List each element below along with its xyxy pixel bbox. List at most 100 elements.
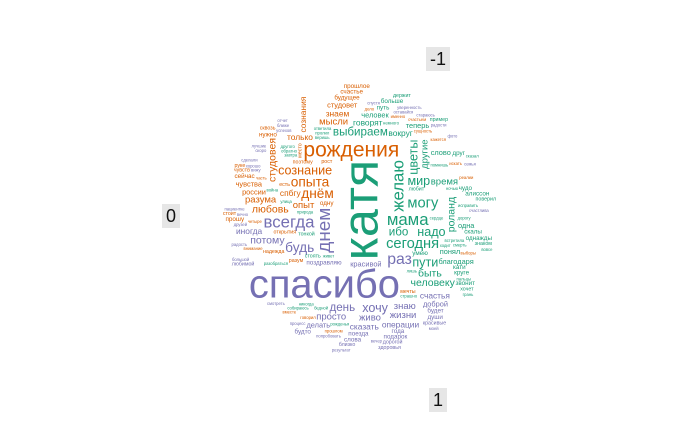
- word: однажды: [466, 235, 493, 242]
- word: кати: [453, 264, 466, 271]
- word: пролил: [315, 130, 330, 135]
- word: скалы: [464, 228, 482, 235]
- word: спасибо: [249, 263, 400, 307]
- word: человеку: [411, 277, 456, 289]
- word: спустя: [367, 101, 380, 106]
- word: пальцы: [456, 276, 471, 281]
- word: попробовать: [316, 334, 342, 339]
- word: счастлива: [469, 208, 489, 213]
- word: пациентке: [225, 206, 246, 211]
- word: оставайся: [393, 110, 413, 115]
- word: близко: [339, 342, 356, 348]
- word: поверил: [476, 196, 497, 202]
- word: пути: [412, 256, 438, 270]
- word: вокруг: [388, 128, 412, 138]
- word: вечно: [237, 212, 249, 217]
- word: ибо: [389, 225, 409, 238]
- word: будет: [427, 307, 443, 315]
- word: алиссон: [465, 191, 490, 198]
- word: цветы: [406, 140, 420, 175]
- word: операции: [382, 320, 420, 330]
- word: друзей: [234, 222, 248, 227]
- word: спбгу: [280, 188, 302, 198]
- word: стараюсь: [416, 112, 435, 117]
- word: внимание: [244, 246, 264, 251]
- word: души: [427, 314, 443, 321]
- word: страшно: [400, 294, 417, 299]
- word: чудо: [459, 185, 473, 192]
- word: счастьем: [408, 117, 426, 122]
- word: есть: [279, 182, 290, 188]
- word: надо: [417, 225, 445, 239]
- word: сказал: [466, 153, 480, 158]
- word: день: [329, 301, 355, 314]
- word: путь: [377, 104, 390, 111]
- word: радости: [431, 122, 447, 127]
- word: благодаря: [438, 257, 473, 266]
- word: говорил: [300, 315, 316, 320]
- word: здоровья: [378, 345, 401, 351]
- word: нужно: [259, 132, 277, 139]
- word: никогда: [299, 301, 315, 306]
- word: желаю: [389, 160, 408, 212]
- word: счастья: [420, 291, 450, 301]
- word: стоит: [223, 211, 237, 217]
- word: подарок: [384, 333, 408, 340]
- word: мысли: [319, 117, 348, 128]
- word: быть: [418, 268, 442, 280]
- word: кажется: [431, 137, 446, 142]
- word: встретила: [445, 238, 465, 243]
- word: веришь: [315, 135, 331, 140]
- word: лучшие: [252, 144, 267, 149]
- word: будто: [294, 328, 311, 336]
- group-label-bg: [162, 204, 180, 228]
- word: отчет: [277, 118, 288, 123]
- word: дорогу: [458, 215, 472, 220]
- group-label-bg: [429, 388, 447, 412]
- word: ходит: [440, 243, 451, 248]
- word: прошлом: [325, 328, 343, 333]
- word: большой: [232, 257, 250, 262]
- word: вижу: [251, 168, 261, 173]
- word: всегда: [264, 212, 316, 231]
- word: лишь: [407, 268, 418, 273]
- group-label-neg: -1: [430, 49, 446, 69]
- word: успехов: [276, 128, 292, 133]
- word: хочу: [362, 301, 388, 315]
- word: радость: [231, 242, 247, 247]
- word: друг: [452, 150, 465, 157]
- word: просто: [316, 312, 346, 323]
- word: прошу: [225, 216, 244, 223]
- word: хочет: [460, 287, 474, 293]
- word: разобраться: [264, 261, 288, 266]
- word: исправить: [458, 203, 479, 208]
- word: опыт: [293, 200, 315, 211]
- word: немного: [383, 120, 400, 125]
- word: часть: [256, 175, 268, 180]
- word: будущее: [334, 94, 360, 102]
- word: знаем: [326, 109, 350, 119]
- word: живет: [323, 254, 335, 259]
- group-label-bg: [426, 47, 450, 71]
- word: фото: [447, 134, 458, 139]
- word: искать: [449, 161, 463, 166]
- word: выбираем: [333, 126, 388, 139]
- word: завтра: [284, 153, 298, 158]
- word: ночью: [446, 186, 458, 191]
- word: дорогой: [383, 339, 403, 346]
- word: моей: [429, 326, 440, 331]
- word: сознание: [278, 164, 332, 178]
- word: сегодня: [386, 236, 439, 252]
- word: только: [287, 132, 313, 142]
- word: поздравляю: [306, 260, 342, 267]
- word: стоять: [305, 253, 321, 259]
- word: сущность: [414, 129, 433, 134]
- word: вместе: [283, 310, 297, 315]
- word: жизни: [390, 310, 417, 321]
- word: семья: [464, 162, 476, 167]
- word: поезда: [348, 330, 369, 337]
- word: счастье: [340, 89, 363, 96]
- word: время: [431, 177, 458, 188]
- word: доброй: [423, 299, 448, 308]
- word: опыта: [291, 174, 330, 189]
